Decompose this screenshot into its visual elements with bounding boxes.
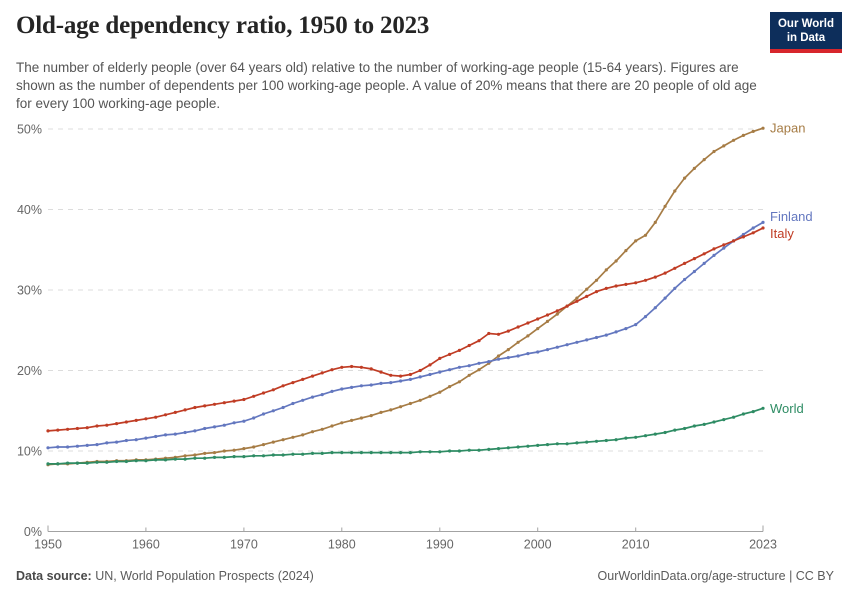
y-tick-label: 0% bbox=[24, 525, 42, 539]
series-label-finland[interactable]: Finland bbox=[770, 209, 813, 224]
y-tick-label: 20% bbox=[17, 364, 42, 378]
series-label-japan[interactable]: Japan bbox=[770, 121, 805, 136]
x-tick-label: 2000 bbox=[524, 538, 552, 552]
series-italy[interactable] bbox=[46, 226, 765, 433]
x-tick-label: 1960 bbox=[132, 538, 160, 552]
credit-link[interactable]: OurWorldinData.org/age-structure | CC BY bbox=[597, 569, 834, 583]
y-tick-label: 30% bbox=[17, 284, 42, 298]
gridlines bbox=[48, 128, 763, 452]
y-tick-label: 10% bbox=[17, 445, 42, 459]
series-world[interactable] bbox=[46, 406, 765, 466]
y-axis-labels: 0% 10% 20% 30% 40% 50% bbox=[17, 123, 42, 540]
chart-subtitle: The number of elderly people (over 64 ye… bbox=[16, 60, 757, 111]
x-tick-label: 2010 bbox=[622, 538, 650, 552]
x-tick-label: 1980 bbox=[328, 538, 356, 552]
owid-logo[interactable]: Our World in Data bbox=[769, 12, 842, 54]
x-axis: 1950 1960 1970 1980 1990 2000 2010 2023 bbox=[34, 525, 777, 552]
chart-footer: Data source: UN, World Population Prospe… bbox=[16, 569, 834, 583]
data-source-text: UN, World Population Prospects (2024) bbox=[91, 569, 314, 583]
series-japan[interactable] bbox=[46, 126, 765, 467]
y-tick-label: 40% bbox=[17, 203, 42, 217]
series-label-world[interactable]: World bbox=[770, 401, 804, 416]
owid-logo-line2: in Data bbox=[786, 32, 826, 45]
owid-logo-line1: Our World bbox=[777, 18, 834, 30]
y-tick-label: 50% bbox=[17, 123, 42, 137]
chart-title: Old-age dependency ratio, 1950 to 2023 bbox=[16, 12, 430, 39]
data-source: Data source: UN, World Population Prospe… bbox=[16, 569, 314, 583]
series-finland[interactable] bbox=[46, 220, 765, 450]
series-label-italy[interactable]: Italy bbox=[770, 226, 794, 241]
x-tick-label: 1970 bbox=[230, 538, 258, 552]
x-tick-label: 1950 bbox=[34, 538, 62, 552]
x-tick-label: 1990 bbox=[426, 538, 454, 552]
data-source-label: Data source: bbox=[16, 569, 92, 583]
x-tick-label: 2023 bbox=[749, 538, 777, 552]
